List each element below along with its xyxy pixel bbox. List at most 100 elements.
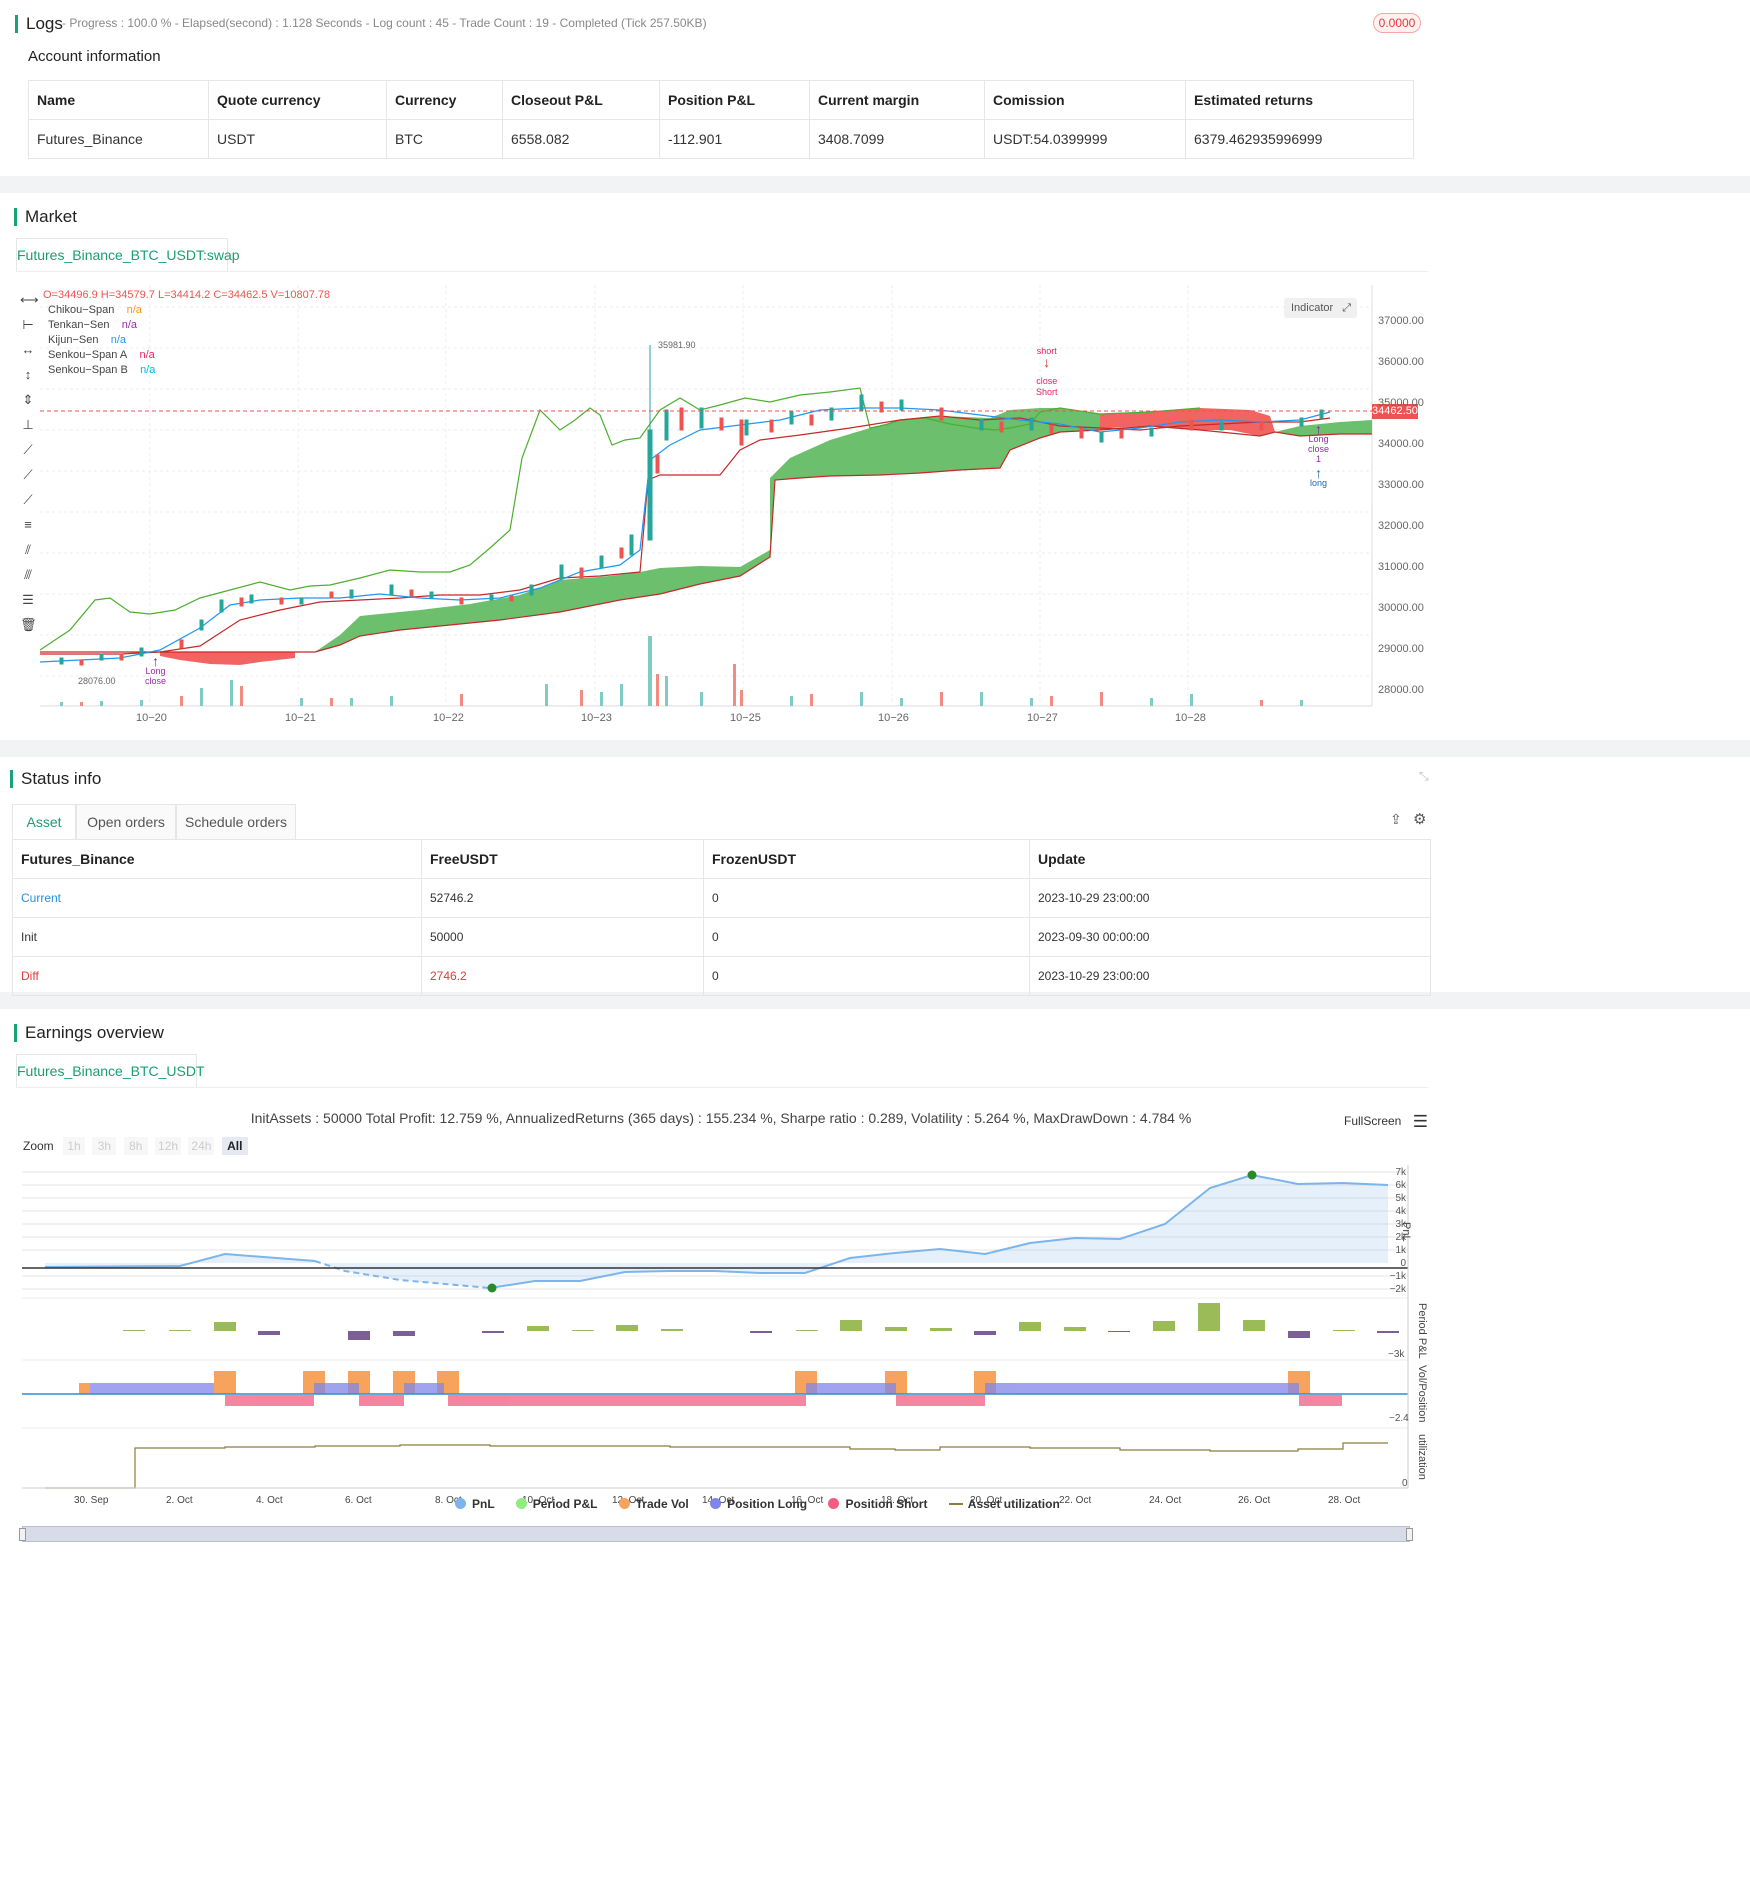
zoom-1h[interactable]: 1h xyxy=(63,1137,86,1155)
vertical-segment-tool-icon[interactable]: ⇕ xyxy=(22,392,34,407)
earnings-panel: Earnings overview Futures_Binance_BTC_US… xyxy=(0,1009,1750,1900)
header-quote: Quote currency xyxy=(208,80,387,120)
long-up-arrow-icon: ↑ xyxy=(1315,465,1322,481)
parallel-channel-tool-icon[interactable]: ⫽ xyxy=(25,542,31,557)
pnl-line-dashed xyxy=(314,1260,491,1289)
x-tick: 10−26 xyxy=(878,712,909,724)
legend-pnl[interactable]: PnL xyxy=(455,1497,494,1511)
price-line-tool-icon[interactable]: ⊥ xyxy=(22,417,34,432)
market-y-axis: 37000.00 36000.00 35000.00 34000.00 3300… xyxy=(1378,301,1424,711)
zoom-12h[interactable]: 12h xyxy=(155,1137,182,1155)
cell-name: Futures_Binance xyxy=(28,119,209,159)
tab-open-orders[interactable]: Open orders xyxy=(76,804,176,840)
zoom-24h[interactable]: 24h xyxy=(188,1137,215,1155)
legend-senkou-b: Senkou−Span B n/a xyxy=(48,363,155,378)
vertical-line-tool-icon[interactable]: ↕ xyxy=(24,367,32,382)
init-update: 2023-09-30 00:00:00 xyxy=(1029,917,1431,957)
senkou-span-b-line xyxy=(40,425,1372,653)
market-title: Market xyxy=(14,207,77,226)
navigator[interactable] xyxy=(19,1526,1413,1542)
y-tick: 31000.00 xyxy=(1378,561,1424,573)
zoom-bar: Zoom 1h 3h 8h 12h 24h All xyxy=(23,1137,248,1155)
y-tick: 37000.00 xyxy=(1378,315,1424,327)
earnings-tab[interactable]: Futures_Binance_BTC_USDT xyxy=(16,1054,205,1088)
x-tick: 10−20 xyxy=(136,712,167,724)
ray-line-tool-icon[interactable]: ⟋ xyxy=(23,467,33,482)
util-tick: 0 xyxy=(1402,1478,1408,1489)
date-tick: 18. Oct xyxy=(881,1495,914,1506)
indicator-legend: Chikou−Span n/a Tenkan−Sen n/a Kijun−Sen… xyxy=(48,303,155,378)
date-tick: 30. Sep xyxy=(74,1495,109,1506)
y-tick: 28000.00 xyxy=(1378,684,1424,696)
x-tick: 10−23 xyxy=(581,712,612,724)
pnl-tick: 3k xyxy=(1395,1219,1406,1230)
logs-badge[interactable]: 0.0000 xyxy=(1373,13,1421,33)
pnl-tick: 5k xyxy=(1395,1193,1406,1204)
y-tick: 29000.00 xyxy=(1378,643,1424,655)
long-right-arrow-icon: ↑ xyxy=(1315,421,1322,437)
legend-label: Position Short xyxy=(845,1497,928,1511)
asset-header-update: Update xyxy=(1029,839,1431,879)
horizontal-line-tool-icon[interactable]: ⊢ xyxy=(22,317,34,332)
legend-period-pnl[interactable]: Period P&L xyxy=(515,1497,597,1511)
init-free: 50000 xyxy=(421,917,704,957)
position-bars xyxy=(79,1371,1342,1406)
header-comission: Comission xyxy=(984,80,1186,120)
indicator-button-label: Indicator xyxy=(1291,302,1334,314)
gear-icon[interactable]: ⚙ xyxy=(1413,811,1427,828)
segment-tool-icon[interactable]: ⟋ xyxy=(23,492,33,507)
date-tick: 24. Oct xyxy=(1149,1495,1182,1506)
legend-dot xyxy=(710,1498,722,1509)
zoom-8h[interactable]: 8h xyxy=(123,1137,148,1155)
earnings-chart[interactable] xyxy=(0,1160,1440,1510)
high-mark-label: 35981.90 xyxy=(658,340,696,350)
legend-kijun-val: n/a xyxy=(110,334,126,346)
expand-icon[interactable]: ⤢ xyxy=(1342,302,1351,314)
indicator-button[interactable]: Indicator ⤢ xyxy=(1284,298,1357,318)
tab-schedule-orders[interactable]: Schedule orders xyxy=(176,804,296,840)
kijun-sen-line xyxy=(40,415,1331,655)
trash-icon[interactable]: 🗑 xyxy=(20,617,37,632)
zoom-all[interactable]: All xyxy=(221,1137,248,1155)
crosshair-tool-icon[interactable]: ⟷ xyxy=(20,292,39,307)
trend-line-tool-icon[interactable]: ⟋ xyxy=(23,442,33,457)
earnings-legend: PnL Period P&L Trade Vol Position Long P… xyxy=(455,1497,1060,1511)
row-label-diff: Diff xyxy=(12,956,422,996)
navigator-handle-right[interactable] xyxy=(1406,1528,1413,1541)
legend-senkou-a-val: n/a xyxy=(139,349,155,361)
pnl-tick: 4k xyxy=(1395,1206,1406,1217)
upload-icon[interactable]: ⇪ xyxy=(1390,811,1402,827)
date-tick: 8. Oct xyxy=(435,1495,462,1506)
market-x-axis: 10−20 10−21 10−22 10−23 10−25 10−26 10−2… xyxy=(0,712,1440,726)
fullscreen-button[interactable]: FullScreen ☰ xyxy=(1344,1112,1428,1132)
asset-header-frozen: FrozenUSDT xyxy=(703,839,1030,879)
horizontal-ray-tool-icon[interactable]: ↔ xyxy=(21,342,35,357)
long-marker-right: ↑ Long close 1 ↑ long xyxy=(1308,421,1329,488)
legend-asset-util[interactable]: Asset utilization xyxy=(948,1497,1060,1511)
table-row: Current 52746.2 0 2023-10-29 23:00:00 xyxy=(12,878,1431,918)
multi-line-tool-icon[interactable]: ⫻ xyxy=(24,567,32,582)
legend-chikou-name: Chikou−Span xyxy=(48,304,115,316)
cell-position: -112.901 xyxy=(659,119,810,159)
navigator-handle-left[interactable] xyxy=(19,1528,26,1541)
legend-position-long[interactable]: Position Long xyxy=(710,1497,807,1511)
legend-trade-vol[interactable]: Trade Vol xyxy=(618,1497,689,1511)
pnl-tick: −2k xyxy=(1389,1284,1406,1295)
legend-position-short[interactable]: Position Short xyxy=(828,1497,927,1511)
ppl-tick: −3k xyxy=(1388,1349,1405,1360)
status-title: Status info xyxy=(9,769,102,788)
market-chart[interactable] xyxy=(0,280,1440,730)
pnl-line-solid-a xyxy=(44,1252,316,1268)
fib-levels-tool-icon[interactable]: ☰ xyxy=(22,592,34,607)
fibonacci-tool-icon[interactable]: ≡ xyxy=(24,517,32,532)
tab-asset[interactable]: Asset xyxy=(12,804,76,840)
account-table: Name Quote currency Currency Closeout P&… xyxy=(28,80,1414,159)
menu-icon[interactable]: ☰ xyxy=(1412,1112,1428,1131)
market-tab[interactable]: Futures_Binance_BTC_USDT:swap xyxy=(16,238,240,272)
y-tick: 33000.00 xyxy=(1378,479,1424,491)
zoom-3h[interactable]: 3h xyxy=(92,1137,117,1155)
legend-dot xyxy=(828,1498,840,1509)
header-returns: Estimated returns xyxy=(1185,80,1414,120)
legend-dot xyxy=(455,1498,466,1509)
collapse-icon[interactable]: ⤡ xyxy=(1419,769,1429,783)
